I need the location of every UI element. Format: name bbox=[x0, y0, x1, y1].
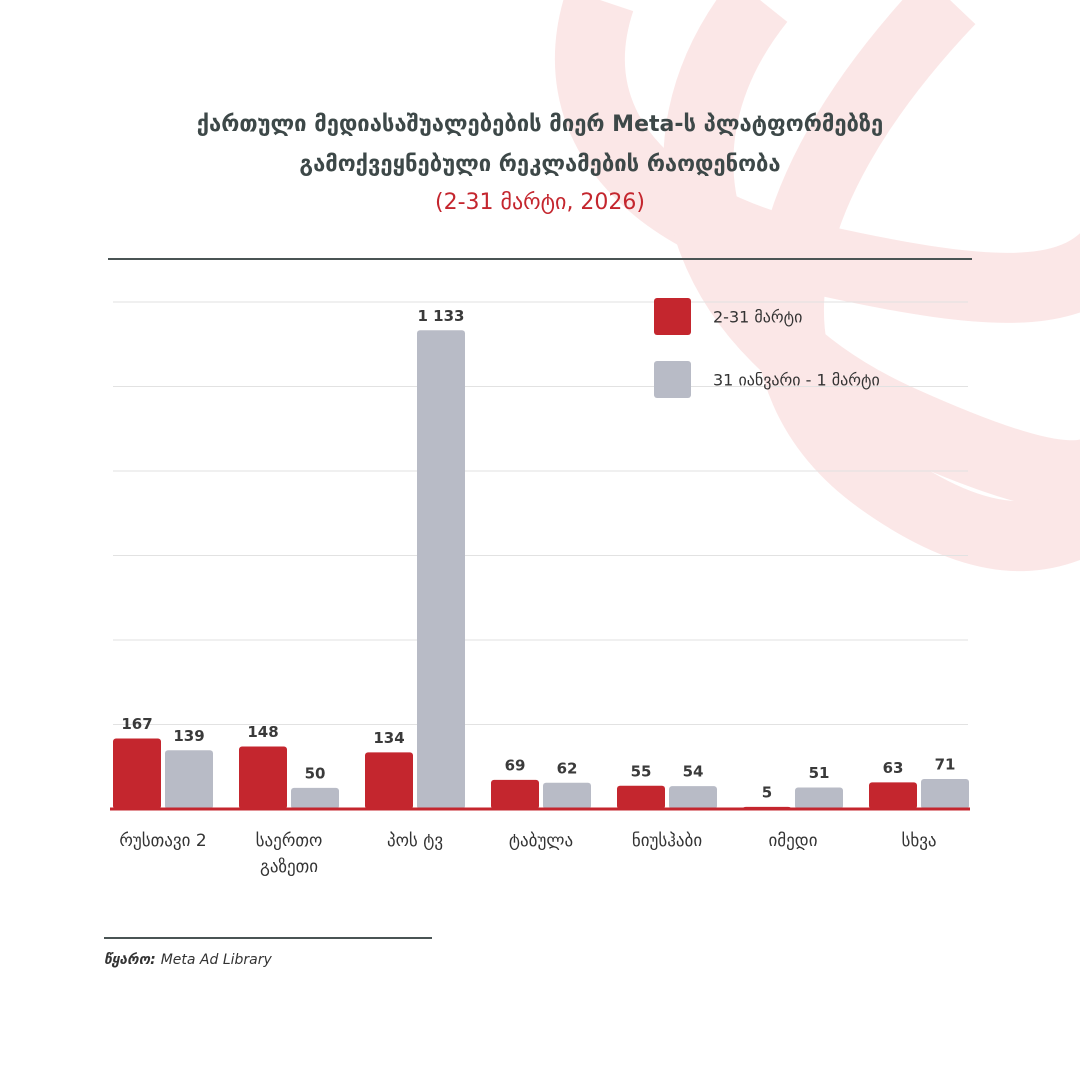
source: წყარო: Meta Ad Library bbox=[104, 952, 273, 968]
legend-label: 2-31 მარტი bbox=[713, 308, 802, 327]
value-label: 55 bbox=[631, 762, 652, 780]
bar bbox=[921, 779, 969, 809]
bar bbox=[491, 779, 539, 809]
x-tick-label: რუსთავი 2 bbox=[119, 831, 207, 851]
bar bbox=[165, 750, 213, 809]
value-label: 134 bbox=[373, 729, 404, 747]
x-tick-label: ნიუსჰაბი bbox=[631, 831, 703, 851]
x-tick-label: სხვა bbox=[901, 831, 937, 851]
bar bbox=[291, 787, 339, 809]
legend-swatch bbox=[654, 298, 691, 335]
value-label: 1 133 bbox=[418, 307, 465, 325]
x-tick-label: საერთო გაზეთი bbox=[255, 831, 323, 877]
value-label: 167 bbox=[121, 715, 152, 733]
source-text: Meta Ad Library bbox=[161, 952, 273, 968]
value-label: 51 bbox=[809, 764, 830, 782]
x-tick-label: პოს ტვ bbox=[386, 831, 444, 851]
value-label: 139 bbox=[173, 727, 204, 745]
x-tick-label: იმედი bbox=[768, 831, 818, 851]
bar bbox=[617, 785, 665, 809]
chart-title: გამოქვეყნებული რეკლამების რაოდენობა bbox=[299, 152, 781, 177]
bar bbox=[239, 746, 287, 809]
value-label: 54 bbox=[683, 763, 704, 781]
value-label: 50 bbox=[305, 764, 326, 782]
value-label: 62 bbox=[557, 759, 578, 777]
value-label: 5 bbox=[762, 783, 772, 801]
bar bbox=[543, 782, 591, 809]
bar bbox=[795, 787, 843, 809]
bar bbox=[869, 782, 917, 809]
chart-title: ქართული მედიასაშუალებების მიერ Meta-ს პლ… bbox=[196, 112, 884, 137]
chart-subtitle: (2-31 მარტი, 2026) bbox=[434, 190, 646, 215]
legend-swatch bbox=[654, 361, 691, 398]
x-tick-label: ტაბულა bbox=[508, 831, 574, 851]
value-label: 63 bbox=[883, 759, 904, 777]
legend-label: 31 იანვარი - 1 მარტი bbox=[713, 371, 880, 390]
decoration bbox=[555, 0, 1080, 572]
bar bbox=[669, 786, 717, 809]
source-label: წყარო: bbox=[104, 952, 156, 968]
bar bbox=[365, 752, 413, 809]
value-label: 148 bbox=[247, 723, 278, 741]
value-label: 69 bbox=[505, 756, 526, 774]
bar bbox=[113, 738, 161, 809]
value-label: 71 bbox=[935, 756, 956, 774]
bar bbox=[417, 330, 465, 809]
